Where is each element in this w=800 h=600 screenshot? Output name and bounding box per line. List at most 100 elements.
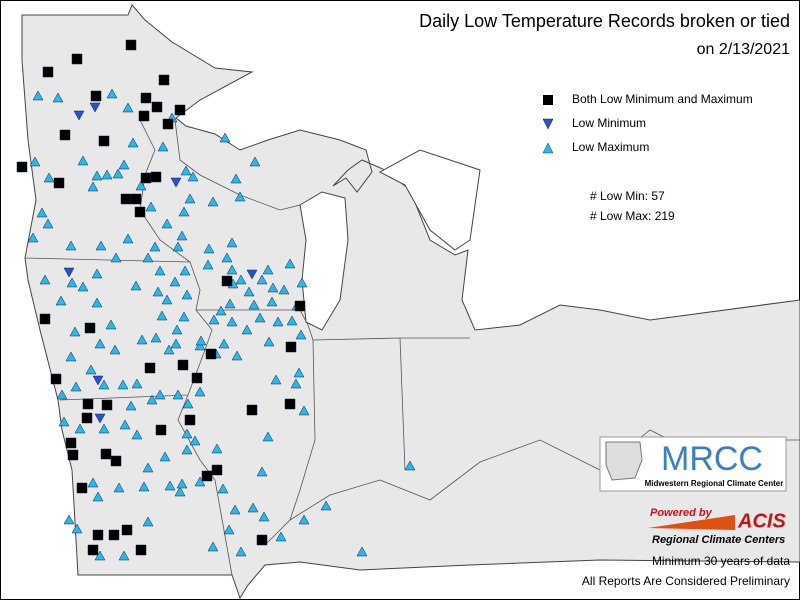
low-max-marker [98,379,110,390]
low-max-marker [87,477,99,488]
low-min-marker [246,269,258,280]
both-marker [67,449,79,461]
low-max-marker [254,312,266,323]
both-marker [285,341,297,353]
low-max-marker [320,500,332,511]
low-max-marker [181,428,193,439]
low-max-marker [176,230,188,241]
low-max-marker [94,550,106,561]
subtitle: on 2/13/2021 [697,41,791,58]
stations [16,39,416,561]
both-marker [211,464,223,476]
both-marker [82,398,94,410]
low-max-marker [169,276,181,287]
low-max-marker [194,340,206,351]
acis-name: ACIS [737,510,786,532]
low-max-marker [172,241,184,252]
both-marker [184,414,196,426]
lake-huron [378,149,481,251]
low-max-marker [219,132,231,143]
low-max-marker [181,289,193,300]
low-max-marker [71,523,83,534]
low-max-marker [189,435,201,446]
low-max-marker [270,374,282,385]
low-max-marker [154,265,166,276]
both-marker [151,101,163,113]
low-max-marker [226,264,238,275]
both-marker [201,470,213,482]
both-marker [256,534,268,546]
low-max-marker [56,389,68,400]
both-marker [71,53,83,65]
low-max-marker [241,324,253,335]
low-min-marker [170,177,182,188]
both-marker [246,404,258,416]
low-max-marker [290,378,302,389]
low-max-marker [29,156,41,167]
both-marker [76,482,88,494]
low-max-marker [235,546,247,557]
logo-map [605,441,643,481]
low-max-marker [150,332,162,343]
count-low-min: # Low Min: 57 [590,189,665,203]
both-marker [150,171,162,183]
both-marker [59,129,71,141]
low-max-marker [174,486,186,497]
low-max-marker [229,504,241,515]
low-max-marker [249,156,261,167]
note: All Reports Are Considered Preliminary [582,574,790,588]
low-max-marker [211,443,223,454]
low-max-marker [98,423,110,434]
low-max-marker [218,338,230,349]
both-marker [53,177,65,189]
low-max-marker [63,514,75,525]
low-max-marker [234,191,246,202]
low-max-marker [85,364,97,375]
low-max-marker [404,460,416,471]
low-max-marker [298,405,310,416]
low-max-marker [256,274,268,285]
both-marker [205,348,217,360]
low-max-marker [295,329,307,340]
low-max-marker [70,381,82,392]
low-max-marker [161,294,173,305]
low-max-marker [109,344,121,355]
legend-square [543,95,553,105]
both-marker [144,362,156,374]
low-max-marker [181,444,193,455]
both-marker [284,398,296,410]
low-max-marker [39,274,51,285]
low-max-marker [118,550,130,561]
low-max-marker [263,336,275,347]
both-marker [121,524,133,536]
both-marker [108,529,120,541]
low-max-marker [247,502,259,513]
low-max-marker [156,310,168,321]
low-max-marker [171,324,183,335]
both-marker [98,135,110,147]
legend-label: Both Low Minimum and Maximum [572,92,753,106]
logo-full-name: Midwestern Regional Climate Center [645,479,784,488]
low-max-marker [42,218,54,229]
both-marker [191,372,203,384]
low-max-marker [203,243,215,254]
both-marker [84,322,96,334]
low-max-marker [119,419,131,430]
both-marker [81,412,93,424]
legend-label: Low Minimum [572,116,646,130]
low-max-marker [226,316,238,327]
both-marker [138,110,150,122]
low-max-marker [117,379,129,390]
both-marker [65,437,77,449]
low-max-marker [178,206,190,217]
both-marker [101,399,113,411]
low-max-marker [91,297,103,308]
low-max-marker [52,92,64,103]
low-max-marker [55,295,67,306]
both-marker [140,172,152,184]
both-marker [39,313,51,325]
both-marker [155,424,167,436]
low-max-marker [66,277,78,288]
low-max-marker [77,281,89,292]
acis-sub: Regional Climate Centers [652,534,785,546]
